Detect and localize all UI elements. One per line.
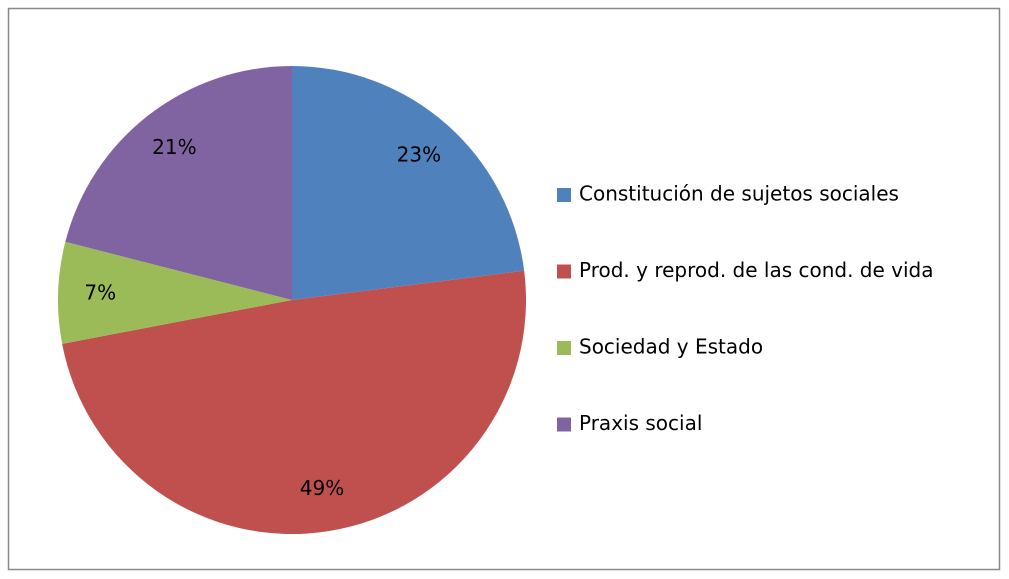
legend-swatch xyxy=(557,264,571,279)
legend-swatch xyxy=(557,188,571,202)
legend-label: Sociedad y Estado xyxy=(579,335,763,359)
data-label: 7% xyxy=(84,280,116,304)
pie-slice xyxy=(65,66,293,300)
legend-label: Constitución de sujetos sociales xyxy=(579,182,899,206)
data-label: 21% xyxy=(152,135,196,159)
legend-swatch xyxy=(557,417,571,432)
pie-slice xyxy=(62,270,527,535)
data-label: 23% xyxy=(397,143,441,167)
legend-label: Praxis social xyxy=(579,411,702,435)
legend-swatch xyxy=(557,341,571,355)
pie-slice xyxy=(58,241,293,344)
data-label: 49% xyxy=(300,476,344,500)
pie-slice xyxy=(292,66,525,300)
legend-label: Prod. y reprod. de las cond. de vida xyxy=(579,258,934,282)
